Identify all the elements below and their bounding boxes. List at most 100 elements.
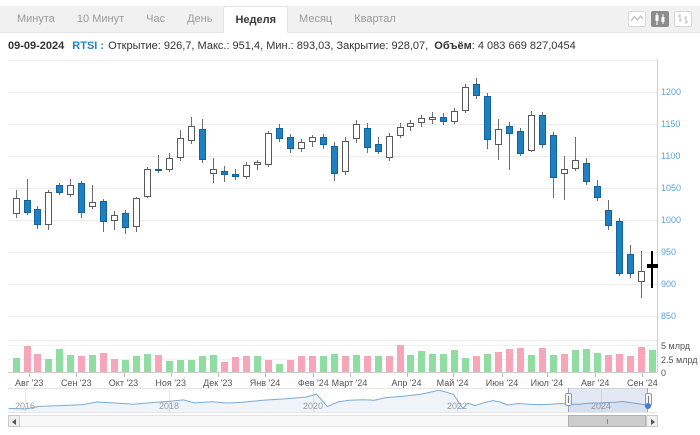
candle-body (484, 96, 492, 141)
chart-type-candlestick-button[interactable] (651, 11, 669, 27)
volume-bar (330, 354, 338, 372)
candle-body (100, 201, 108, 222)
candle-body (220, 171, 228, 175)
x-axis-month-label: Фев '24 (297, 378, 329, 388)
navigator-left-handle[interactable] (564, 393, 572, 406)
candle-body (396, 126, 404, 136)
candle-body (23, 199, 31, 214)
x-axis-tick (123, 373, 125, 377)
volume-axis-label: 0 (661, 368, 667, 378)
y-axis-label: 1100 (661, 150, 681, 161)
y-axis-label: 1000 (661, 214, 682, 225)
y-axis-label: 850 (661, 310, 677, 321)
timeframe-tab-7[interactable]: Квартал (354, 13, 396, 25)
candle-body (231, 174, 239, 178)
candle-body (144, 169, 152, 197)
candle-body (550, 135, 557, 179)
volume-bar (220, 361, 228, 372)
x-axis-tick (29, 373, 31, 377)
candle-body (242, 164, 250, 178)
volume-bar (188, 359, 195, 372)
volume-bar (34, 353, 42, 372)
navigator-top-border (8, 388, 657, 389)
candle-body (34, 208, 42, 225)
x-axis-tick (502, 373, 503, 377)
timeframe-tab-2[interactable]: 10 Минут (76, 13, 125, 25)
volume-bar (231, 356, 239, 372)
chart-type-line-button[interactable] (628, 11, 646, 27)
x-axis-tick (642, 373, 644, 377)
timeframe-tab-5[interactable]: Неделя (223, 6, 289, 33)
candle-body (253, 161, 261, 165)
candle-body (440, 116, 448, 122)
candle-body (506, 125, 514, 134)
current-candle-mark (646, 264, 658, 269)
y-axis-label: 950 (661, 246, 677, 257)
x-axis-tick (546, 373, 548, 377)
navigator-series (8, 389, 648, 412)
navigator-year-gridline (25, 388, 26, 412)
candle-body (133, 197, 141, 228)
volume-bar (517, 348, 525, 372)
volume-bar (462, 358, 470, 372)
volume-bar (166, 360, 174, 372)
line-chart-icon (628, 11, 646, 27)
candle-body (352, 124, 360, 139)
quote-info-bar: 09-09-2024 RTSI : Открытие: 926,7, Макс.: … (8, 40, 576, 52)
scrollbar-thumb[interactable] (568, 415, 646, 427)
volume-bar (111, 359, 119, 372)
candle-body (637, 270, 645, 283)
volume-bar (363, 356, 371, 372)
timeframe-tab-4[interactable]: День (187, 13, 213, 25)
timeframe-tab-6[interactable]: Месяц (299, 13, 333, 25)
volume-bar (451, 349, 459, 372)
navigator-year-label: 2018 (154, 401, 184, 411)
volume-bar (210, 355, 217, 372)
navigator-selected-range[interactable] (568, 388, 648, 412)
candle-body (363, 128, 371, 148)
x-axis-line (8, 372, 657, 373)
timeframe-tab-3[interactable]: Час (146, 13, 166, 25)
timeframe-tab-1[interactable]: Минута (17, 13, 55, 25)
volume-bar (484, 354, 492, 372)
candle-body (122, 213, 130, 228)
scrollbar-track[interactable] (8, 415, 658, 427)
volume-bar (23, 346, 31, 372)
candle-body (528, 115, 536, 151)
candle-body (615, 221, 623, 275)
volume-bar (319, 356, 327, 372)
volume-value: : 4 083 669 827,0454 (471, 40, 576, 52)
volume-bar (418, 350, 426, 372)
symbol-label: RTSI : (72, 40, 105, 52)
candle-body (45, 192, 53, 225)
x-axis-month-label: Сен '23 (60, 378, 92, 388)
x-axis-month-label: Март '24 (331, 378, 368, 388)
volume-bar (67, 354, 75, 372)
price-gridline (8, 219, 657, 221)
scrollbar-right-button[interactable] (646, 415, 658, 427)
candle-body (462, 86, 470, 111)
navigator-year-label: 2022 (442, 401, 472, 411)
timeframe-toolbar: Минута 10 Минут Час День Неделя Месяц Квартал (0, 6, 700, 33)
price-gridline (8, 187, 657, 189)
volume-bar (264, 360, 272, 372)
x-axis-month-label: Июн '24 (485, 378, 519, 388)
y-axis-label: 1050 (661, 182, 682, 193)
scrollbar-left-button[interactable] (8, 415, 20, 427)
volume-label: Объём (434, 40, 472, 52)
candle-body (78, 182, 86, 214)
quote-date: 09-09-2024 (8, 40, 65, 52)
candle-body (111, 215, 119, 221)
navigator-year-label: 2024 (586, 401, 616, 411)
x-axis-month-label: Окт '23 (108, 378, 139, 388)
volume-bar (604, 354, 612, 372)
x-axis-tick (452, 373, 454, 377)
handle-grip-line (567, 396, 569, 403)
chart-type-ohlc-button[interactable] (674, 11, 692, 27)
volume-bar (582, 348, 590, 372)
handle-grip-line (647, 396, 649, 403)
candle-body (593, 186, 601, 198)
x-axis-month-label: Ноя '23 (155, 378, 186, 388)
scroll-left-arrow-icon (12, 419, 16, 425)
volume-bar (45, 358, 53, 372)
